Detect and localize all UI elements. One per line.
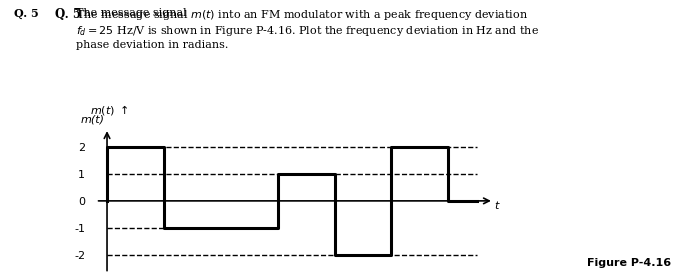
Text: The message signal $m(t)$ into an FM modulator with a peak frequency deviation
$: The message signal $m(t)$ into an FM mod… — [76, 8, 539, 50]
Text: $m(t)$ $\uparrow$: $m(t)$ $\uparrow$ — [90, 103, 129, 117]
Text: The message signal: The message signal — [76, 8, 190, 18]
Text: m(t): m(t) — [81, 114, 104, 124]
Text: t: t — [495, 201, 499, 211]
Text: Q. 5: Q. 5 — [55, 8, 82, 21]
Text: Figure P-4.16: Figure P-4.16 — [587, 258, 671, 268]
Text: Q. 5: Q. 5 — [14, 8, 39, 19]
